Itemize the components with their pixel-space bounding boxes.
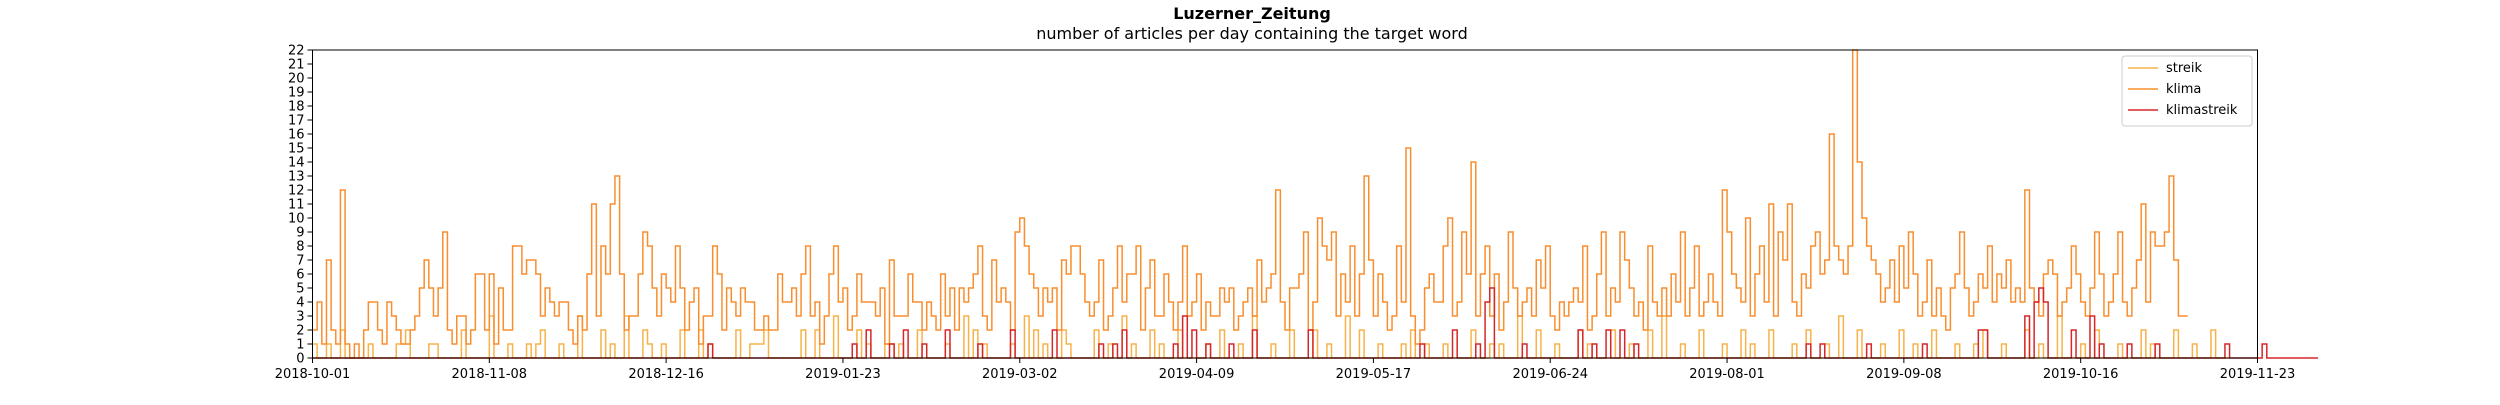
y-tick-label: 1	[296, 338, 304, 353]
series-line-klima	[312, 49, 2188, 359]
y-tick-label: 20	[288, 72, 305, 87]
y-tick-label: 2	[296, 324, 304, 339]
y-tick-label: 0	[296, 352, 304, 367]
y-tick-label: 16	[288, 128, 305, 143]
x-tick-label: 2019-11-23	[2220, 367, 2296, 382]
x-tick-label: 2019-04-09	[1159, 367, 1235, 382]
series-line-streik	[312, 315, 2230, 359]
y-tick-label: 7	[296, 254, 304, 269]
y-tick-label: 3	[296, 310, 304, 325]
y-tick-label: 13	[288, 170, 305, 185]
y-tick-label: 4	[296, 296, 304, 311]
y-tick-label: 19	[288, 86, 305, 101]
y-tick-label: 5	[296, 282, 304, 297]
x-axis: 2018-10-01 2018-11-08 2018-12-16 2019-01-23…	[275, 358, 2296, 382]
x-tick-label: 2018-12-16	[628, 367, 704, 382]
chart-title: Luzerner_Zeitung	[1173, 4, 1331, 23]
x-tick-label: 2019-10-16	[2043, 367, 2119, 382]
y-tick-label: 9	[296, 226, 304, 241]
y-tick-label: 18	[288, 100, 305, 115]
legend-label-klima: klima	[2166, 82, 2201, 97]
y-tick-label: 12	[288, 184, 305, 199]
x-tick-label: 2019-03-02	[982, 367, 1058, 382]
y-tick-label: 22	[288, 44, 305, 59]
legend-label-klimastreik: klimastreik	[2166, 103, 2238, 118]
x-tick-label: 2019-05-17	[1336, 367, 1412, 382]
x-tick-label: 2019-09-08	[1866, 367, 1942, 382]
y-tick-label: 11	[288, 198, 305, 213]
series-line-klimastreik	[312, 287, 2318, 359]
x-tick-label: 2019-06-24	[1512, 367, 1588, 382]
y-tick-label: 6	[296, 268, 304, 283]
y-tick-label: 21	[288, 58, 305, 73]
chart-subtitle: number of articles per day containing th…	[1036, 24, 1467, 43]
legend-label-streik: streik	[2166, 61, 2203, 76]
series-layer	[312, 49, 2318, 359]
y-tick-label: 15	[288, 142, 305, 157]
legend-frame	[2121, 55, 2253, 127]
x-tick-label: 2019-01-23	[805, 367, 881, 382]
y-tick-label: 17	[288, 114, 305, 129]
y-tick-label: 8	[296, 240, 304, 255]
x-tick-label: 2018-11-08	[452, 367, 528, 382]
legend: streik klima klimastreik	[2121, 55, 2253, 127]
y-tick-label: 14	[288, 156, 305, 171]
y-tick-label: 10	[288, 212, 305, 227]
x-tick-label: 2018-10-01	[275, 367, 351, 382]
x-tick-label: 2019-08-01	[1689, 367, 1765, 382]
